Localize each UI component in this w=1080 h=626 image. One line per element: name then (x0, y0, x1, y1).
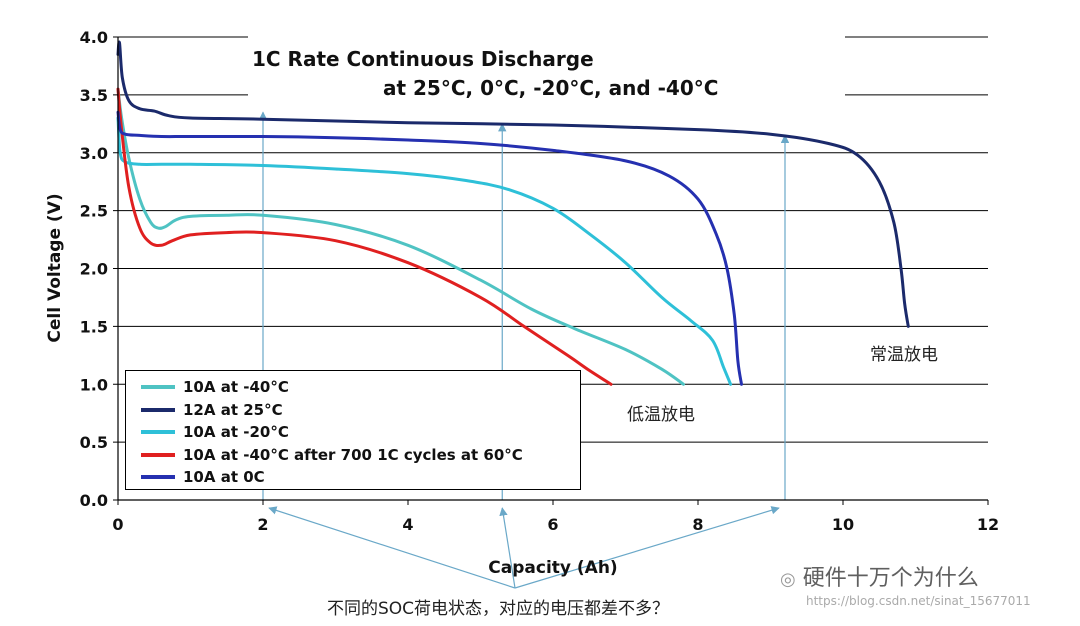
legend-label: 10A at 0C (183, 468, 265, 486)
legend-entry: 10A at -40°C (141, 376, 289, 398)
axes (113, 36, 989, 505)
x-tick-label: 0 (112, 515, 123, 534)
x-tick-label: 4 (402, 515, 413, 534)
y-tick-label: 2.0 (80, 260, 108, 279)
legend-swatch (141, 475, 175, 479)
legend-label: 10A at -40°C (183, 378, 289, 396)
y-tick-label: 2.5 (80, 202, 108, 221)
legend-label: 12A at 25°C (183, 400, 283, 419)
series-line-4 (116, 110, 743, 386)
x-tick-label: 8 (692, 515, 703, 534)
chart-legend: 10A at -40°C 12A at 25°C 10A at -20°C 10A a… (125, 370, 581, 490)
y-tick-label: 3.5 (80, 86, 108, 105)
legend-swatch (141, 385, 175, 389)
x-tick-label: 10 (832, 515, 854, 534)
watermark-logo-text: ◎ 硬件十万个为什么 (780, 560, 979, 592)
series-line-3 (116, 87, 613, 386)
soc-diagonal-arrow (514, 506, 780, 589)
legend-label: 10A at -20°C (183, 423, 289, 441)
x-tick-label: 12 (977, 515, 999, 534)
x-axis-label: Capacity (Ah) (488, 558, 617, 578)
legend-entry: 10A at -40°C after 700 1C cycles at 60°C (141, 444, 523, 466)
y-axis-label: Cell Voltage (V) (45, 193, 65, 342)
y-tick-label: 1.5 (80, 317, 108, 336)
low-temp-annotation: 低温放电 (627, 405, 695, 425)
chart-title-line1: 1C Rate Continuous Discharge (252, 47, 594, 71)
soc-arrows (258, 111, 790, 589)
wechat-icon: ◎ (780, 569, 796, 590)
series-line-2 (116, 116, 733, 386)
x-tick-label: 2 (257, 515, 268, 534)
chart-title-line2: at 25°C, 0°C, -20°C, and -40°C (383, 76, 718, 100)
x-tick-label: 6 (547, 515, 558, 534)
legend-swatch (141, 430, 175, 434)
soc-diagonal-arrow (499, 507, 516, 589)
legend-swatch (141, 452, 175, 457)
soc-caption: 不同的SOC荷电状态，对应的电压都差不多？ (327, 599, 670, 619)
y-tick-label: 4.0 (80, 28, 108, 47)
room-temp-annotation: 常温放电 (870, 345, 938, 365)
soc-diagonal-arrow (268, 506, 516, 589)
watermark-text: 硬件十万个为什么 (802, 566, 979, 591)
legend-label: 10A at -40°C after 700 1C cycles at 60°C (183, 445, 523, 464)
watermark-url: https://blog.csdn.net/sinat_15677011 (806, 594, 1031, 608)
y-tick-label: 3.0 (80, 144, 108, 163)
y-tick-label: 1.0 (80, 375, 108, 394)
legend-entry: 10A at 0C (141, 466, 265, 488)
series-line-0 (116, 87, 685, 386)
y-tick-label: 0.0 (80, 491, 108, 510)
legend-swatch (141, 407, 175, 412)
tick-labels: 0.0 0.5 1.0 1.5 2.0 2.5 3.0 3.5 4.0 0 2 4 6 8 10 12 (80, 28, 999, 534)
y-tick-label: 0.5 (80, 433, 108, 452)
series-line-1 (116, 40, 910, 328)
series-lines (116, 40, 910, 386)
legend-entry: 10A at -20°C (141, 421, 289, 443)
legend-entry: 12A at 25°C (141, 399, 283, 421)
